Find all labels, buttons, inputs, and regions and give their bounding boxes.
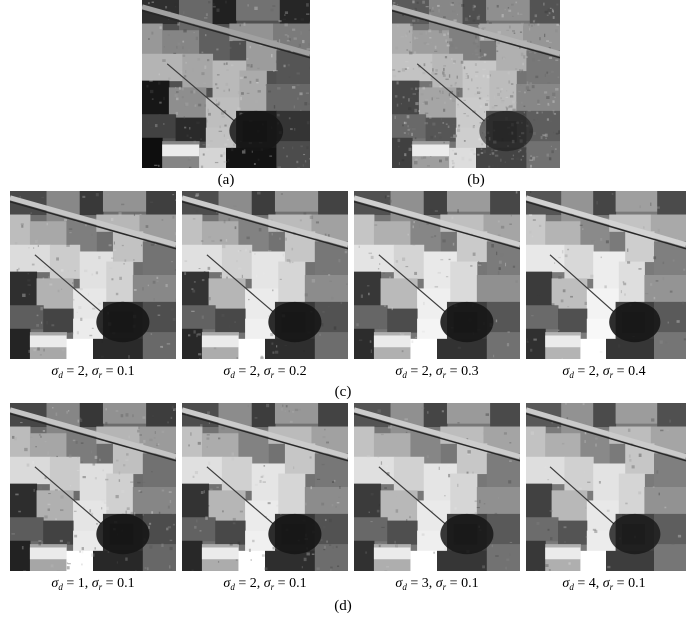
scene-image: [526, 191, 686, 359]
scene-image: [392, 0, 560, 168]
scene-image: [10, 191, 176, 359]
row-d-image-1: [10, 403, 176, 571]
scene-image: [354, 403, 520, 571]
row-c-image-3: [354, 191, 520, 359]
row-c-label: (c): [334, 384, 352, 400]
row-c-image-4: [526, 191, 686, 359]
row-c-caption-2: σd = 2, σr = 0.2: [223, 364, 307, 380]
row-d-image-3: [354, 403, 520, 571]
row-c-caption-3: σd = 2, σr = 0.3: [395, 364, 479, 380]
row-d-label: (d): [334, 598, 352, 614]
row-c-image-1: [10, 191, 176, 359]
row-d-caption-3: σd = 3, σr = 0.1: [395, 576, 479, 592]
panel-b-image: [392, 0, 560, 168]
row-d-image-2: [182, 403, 348, 571]
row-c-image-2: [182, 191, 348, 359]
row-d-caption-4: σd = 4, σr = 0.1: [562, 576, 646, 592]
row-c-caption-1: σd = 2, σr = 0.1: [51, 364, 135, 380]
panel-b-label: (b): [467, 172, 485, 188]
scene-image: [10, 403, 176, 571]
scene-image: [142, 0, 310, 168]
panel-a-label: (a): [217, 172, 235, 188]
scene-image: [354, 191, 520, 359]
scene-image: [526, 403, 686, 571]
row-c-caption-4: σd = 2, σr = 0.4: [562, 364, 646, 380]
row-d-caption-2: σd = 2, σr = 0.1: [223, 576, 307, 592]
row-d-image-4: [526, 403, 686, 571]
scene-image: [182, 403, 348, 571]
scene-image: [182, 191, 348, 359]
row-d-caption-1: σd = 1, σr = 0.1: [51, 576, 135, 592]
panel-a-image: [142, 0, 310, 168]
